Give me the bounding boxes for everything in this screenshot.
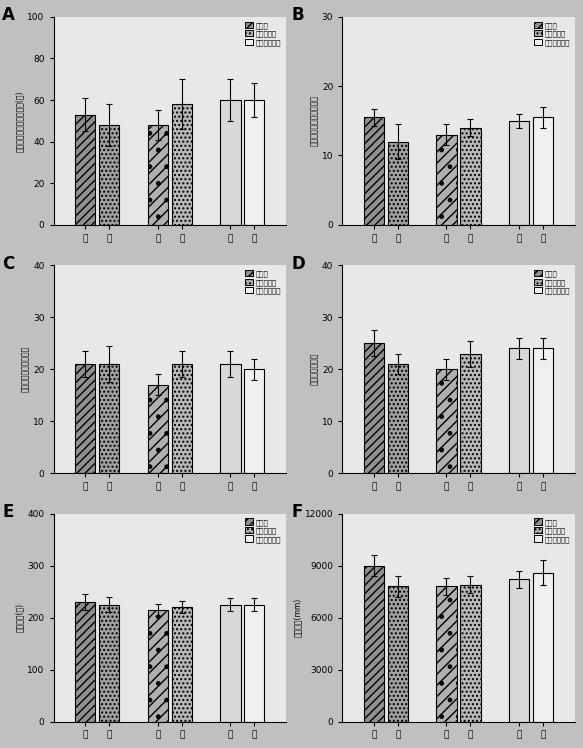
Bar [509,349,529,473]
Legend: 野生型, ヘテロ接合, ノックアウト: 野生型, ヘテロ接合, ノックアウト [532,20,571,47]
Bar [244,100,265,225]
Bar [509,121,529,225]
Bar [533,117,553,225]
Bar [75,114,95,225]
Bar [99,604,120,722]
Bar [436,586,456,722]
Bar [244,370,265,473]
Legend: 野生型, ヘテロ接合, ノックアウト: 野生型, ヘテロ接合, ノックアウト [244,517,282,544]
Bar [364,117,384,225]
Bar [220,604,241,722]
Bar [171,364,192,473]
Bar [364,565,384,722]
Legend: 野生型, ヘテロ接合, ノックアウト: 野生型, ヘテロ接合, ノックアウト [244,20,282,47]
Y-axis label: 移動距離(mm): 移動距離(mm) [293,598,302,637]
Bar [75,602,95,722]
Bar [388,586,408,722]
Text: B: B [291,7,304,25]
Text: D: D [291,255,305,273]
Bar [99,364,120,473]
Bar [171,104,192,225]
Bar [388,364,408,473]
Bar [436,370,456,473]
Text: C: C [2,255,15,273]
Bar [388,141,408,225]
Bar [533,572,553,722]
Bar [75,364,95,473]
Bar [533,349,553,473]
Text: A: A [2,7,15,25]
Bar [509,580,529,722]
Bar [220,100,241,225]
Legend: 野生型, ヘテロ接合, ノックアウト: 野生型, ヘテロ接合, ノックアウト [244,269,282,295]
Legend: 野生型, ヘテロ接合, ノックアウト: 野生型, ヘテロ接合, ノックアウト [532,517,571,544]
Bar [220,364,241,473]
Bar [147,610,168,722]
Bar [364,343,384,473]
Bar [461,128,480,225]
Bar [461,354,480,473]
Text: F: F [291,503,303,521]
Bar [171,607,192,722]
Bar [147,125,168,225]
Bar [436,135,456,225]
Y-axis label: 危険評価の回数: 危険評価の回数 [310,353,319,385]
Y-axis label: 危険空間に費やす時間: 危険空間に費やす時間 [21,346,30,393]
Bar [461,585,480,722]
Text: E: E [2,503,14,521]
Y-axis label: オープンアーム滞在時間(秒): オープンアーム滞在時間(秒) [16,90,24,152]
Bar [147,384,168,473]
Bar [244,604,265,722]
Y-axis label: 活動時間(秒): 活動時間(秒) [16,603,24,632]
Bar [99,125,120,225]
Legend: 野生型, ヘテロ接合, ノックアウト: 野生型, ヘテロ接合, ノックアウト [532,269,571,295]
Y-axis label: オープンアーム進入回数: オープンアーム進入回数 [310,96,319,147]
